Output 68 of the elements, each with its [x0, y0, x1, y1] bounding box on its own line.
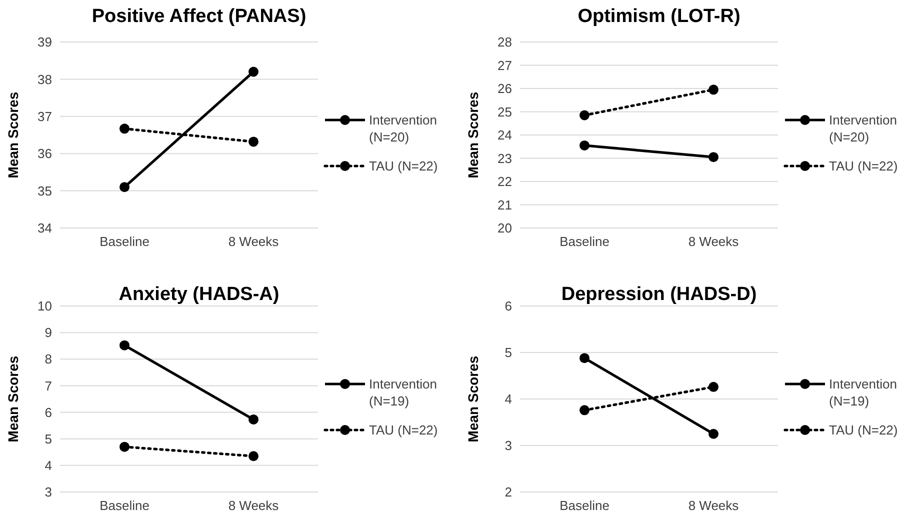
point — [120, 182, 130, 192]
point — [248, 451, 258, 462]
legend-label: Intervention (N=19) — [829, 376, 897, 409]
y-tick-label: 3 — [44, 484, 52, 500]
x-tick-label: 8 Weeks — [688, 234, 740, 249]
y-tick-label: 3 — [504, 438, 512, 454]
y-tick-label: 5 — [44, 431, 52, 446]
legend-label: TAU (N=22) — [829, 158, 898, 174]
point — [120, 340, 130, 350]
point — [708, 382, 718, 392]
y-axis-title: Mean Scores — [5, 92, 21, 178]
y-tick-label: 25 — [498, 104, 512, 120]
x-tick-label: Baseline — [560, 234, 610, 249]
point — [248, 66, 258, 77]
legend-label: TAU (N=22) — [829, 422, 898, 438]
y-tick-label: 37 — [38, 108, 52, 124]
y-tick-label: 28 — [498, 34, 512, 50]
y-tick-label: 5 — [504, 345, 512, 360]
x-tick-label: Baseline — [100, 498, 150, 513]
x-tick-label: 8 Weeks — [688, 498, 740, 513]
y-tick-label: 34 — [38, 220, 52, 236]
point — [580, 110, 590, 120]
legend-label: Intervention (N=20) — [829, 112, 897, 145]
x-tick-label: Baseline — [560, 498, 610, 513]
y-tick-label: 4 — [44, 458, 52, 473]
y-tick-label: 10 — [38, 298, 52, 314]
y-tick-label: 6 — [44, 404, 52, 420]
y-tick-label: 20 — [498, 220, 512, 236]
point — [580, 353, 590, 364]
y-tick-label: 22 — [498, 174, 512, 190]
point — [708, 84, 718, 95]
y-axis-title: Mean Scores — [465, 92, 481, 178]
x-tick-label: Baseline — [100, 234, 150, 249]
y-tick-label: 4 — [504, 392, 512, 407]
y-tick-label: 35 — [38, 183, 52, 198]
legend-label: Intervention (N=19) — [369, 376, 437, 409]
y-axis-title: Mean Scores — [5, 356, 21, 442]
y-tick-label: 9 — [44, 325, 52, 340]
legend-label: TAU (N=22) — [369, 422, 438, 438]
legend-label: TAU (N=22) — [369, 158, 438, 174]
y-tick-label: 6 — [504, 298, 512, 314]
point — [120, 124, 130, 134]
point — [708, 152, 718, 162]
point — [580, 405, 590, 416]
y-tick-label: 26 — [498, 81, 512, 96]
point — [248, 136, 258, 147]
x-tick-label: 8 Weeks — [228, 498, 280, 513]
legend-label: Intervention (N=20) — [369, 112, 437, 145]
y-tick-label: 24 — [498, 128, 512, 143]
y-tick-label: 23 — [498, 150, 512, 166]
point — [248, 414, 258, 424]
y-tick-label: 8 — [44, 352, 52, 367]
point — [580, 140, 590, 150]
y-tick-label: 21 — [498, 197, 512, 212]
chart-title: Anxiety (HADS-A) — [118, 284, 280, 305]
y-tick-label: 7 — [44, 378, 52, 394]
chart-title: Optimism (LOT-R) — [578, 6, 740, 27]
chart-title: Depression (HADS-D) — [561, 284, 757, 305]
y-axis-title: Mean Scores — [465, 356, 481, 442]
y-tick-label: 38 — [38, 72, 52, 87]
y-tick-label: 39 — [38, 34, 52, 50]
x-tick-label: 8 Weeks — [228, 234, 280, 249]
chart-title: Positive Affect (PANAS) — [92, 6, 306, 27]
y-tick-label: 36 — [38, 146, 52, 162]
y-tick-label: 2 — [504, 484, 512, 500]
point — [708, 428, 718, 439]
y-tick-label: 27 — [498, 58, 512, 73]
point — [120, 442, 130, 452]
